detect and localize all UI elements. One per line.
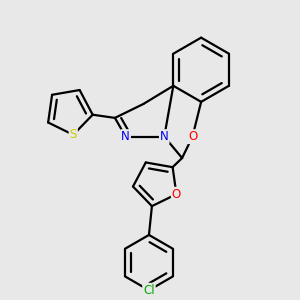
Text: O: O	[188, 130, 197, 143]
Text: N: N	[121, 130, 130, 143]
Text: O: O	[172, 188, 181, 201]
Text: N: N	[160, 130, 169, 143]
Text: S: S	[70, 128, 77, 141]
Text: Cl: Cl	[143, 284, 155, 297]
